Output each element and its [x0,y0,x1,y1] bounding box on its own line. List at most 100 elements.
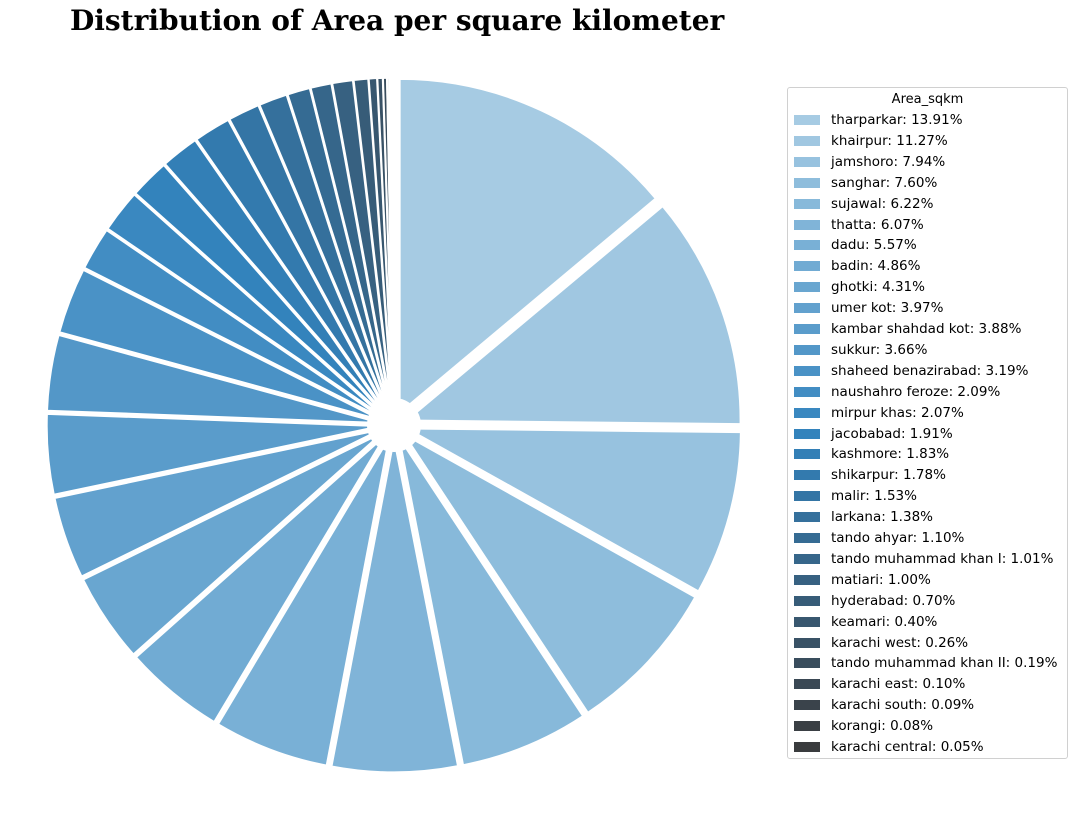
legend-item: keamari: 0.40% [794,612,937,632]
pie-slice-jamshoro [406,427,742,593]
legend-swatch [794,177,820,188]
legend-item: naushahro feroze: 2.09% [794,382,1000,402]
legend-item: shikarpur: 1.78% [794,465,946,485]
legend-label: karachi east: 0.10% [831,676,966,693]
legend-swatch [794,658,820,669]
legend-item: karachi south: 0.09% [794,695,974,715]
legend-item: tando ahyar: 1.10% [794,528,964,548]
legend-item: umer kot: 3.97% [794,298,943,318]
legend-label: sukkur: 3.66% [831,341,928,358]
legend-item: shaheed benazirabad: 3.19% [794,361,1028,381]
legend-swatch [794,533,820,543]
legend-swatch [794,282,820,293]
pie-slice-kambar-shahdad-kot [45,412,381,496]
legend-swatch [794,470,820,481]
pie-slice-thatta [330,438,460,774]
legend-item: thatta: 6.07% [794,215,924,235]
pie-slice-khairpur [403,204,742,426]
legend-label: tando muhammad khan I: 1.01% [831,550,1054,567]
legend-label: jamshoro: 7.94% [831,153,946,170]
legend-swatch [794,261,820,272]
legend-swatch [794,198,820,209]
legend-item: ghotki: 4.31% [794,277,925,297]
legend-swatch [794,721,820,732]
legend-swatch [794,135,820,146]
pie-slice-ghotki [81,431,384,656]
legend-swatch [794,595,820,606]
legend-label: karachi west: 0.26% [831,634,969,651]
legend-item: mirpur khas: 2.07% [794,403,964,423]
pie-slice-sanghar [402,433,697,715]
legend-label: karachi south: 0.09% [831,697,975,714]
pie-slice-kashmore [163,138,387,416]
legend-label: malir: 1.53% [831,488,917,505]
legend-label: dadu: 5.57% [831,237,917,254]
legend-swatch [794,156,820,167]
legend-swatch [794,616,820,627]
legend-swatch [794,574,820,585]
legend-item: jacobabad: 1.91% [794,424,953,444]
pie-slice-malir [228,103,390,414]
legend-item: khairpur: 11.27% [794,131,948,151]
legend-label: shikarpur: 1.78% [831,467,946,484]
legend-title: Area_sqkm [891,92,964,107]
pie-chart [45,76,742,774]
legend-label: hyderabad: 0.70% [831,592,956,609]
legend-label: kashmore: 1.83% [831,446,950,463]
legend-swatch [794,553,820,564]
legend-swatch [794,742,820,752]
legend-swatch [794,679,820,690]
legend-label: mirpur khas: 2.07% [831,404,964,421]
legend-swatch [794,344,820,355]
legend-item: karachi central: 0.05% [794,737,984,757]
legend-item: jamshoro: 7.94% [794,152,945,172]
legend-label: jacobabad: 1.91% [831,425,953,442]
legend-item: sujawal: 6.22% [794,194,933,214]
chart-title: Distribution of Area per square kilomete… [70,4,725,37]
legend-item: tando muhammad khan I: 1.01% [794,549,1053,569]
legend-label: shaheed benazirabad: 3.19% [831,362,1029,379]
legend-swatch [794,219,820,230]
legend-item: malir: 1.53% [794,486,917,506]
legend-swatch [794,386,820,397]
legend-swatch [794,449,820,460]
pie-slice-sujawal [398,436,585,767]
legend-label: matiari: 1.00% [831,571,931,588]
legend-label: karachi central: 0.05% [831,739,984,755]
pie-slice-sukkur [45,333,382,424]
legend-label: tando ahyar: 1.10% [831,530,965,546]
legend-item: hyderabad: 0.70% [794,591,955,611]
legend-swatch [794,407,820,418]
legend-item: korangi: 0.08% [794,716,933,736]
pie-slice-naushahro-feroze [82,228,384,420]
legend-label: sanghar: 7.60% [831,174,938,191]
pie-slice-jacobabad [133,163,386,417]
pie-slice-badin [134,434,387,724]
legend-label: sujawal: 6.22% [831,195,934,212]
legend-swatch [794,324,820,334]
legend-item: kambar shahdad kot: 3.88% [794,319,1021,339]
legend-swatch [794,512,820,523]
pie-center [367,398,421,452]
legend-label: tharparkar: 13.91% [831,112,963,128]
legend-label: naushahro feroze: 2.09% [831,383,1001,400]
pie-slice-shaheed-benazirabad [58,268,382,422]
legend-swatch [794,428,820,439]
pie-slice-mirpur-khas [106,193,385,418]
legend-label: badin: 4.86% [831,258,921,275]
legend-label: keamari: 0.40% [831,613,938,630]
legend-label: larkana: 1.38% [831,509,933,526]
legend-label: thatta: 6.07% [831,216,924,233]
legend-label: umer kot: 3.97% [831,300,944,317]
legend-swatch [794,491,820,502]
legend-item: badin: 4.86% [794,256,920,276]
legend-swatch [794,700,820,711]
legend-label: korangi: 0.08% [831,718,934,735]
pie-slice-karachi-central [391,76,395,412]
pie-slice-umer-kot [53,428,382,578]
legend-item: karachi east: 0.10% [794,674,965,694]
legend: Area_sqkm tharparkar: 13.91% khairpur: 11… [787,87,1068,759]
legend-item: sanghar: 7.60% [794,173,937,193]
legend-item: kashmore: 1.83% [794,444,949,464]
legend-item: tharparkar: 13.91% [794,110,963,130]
